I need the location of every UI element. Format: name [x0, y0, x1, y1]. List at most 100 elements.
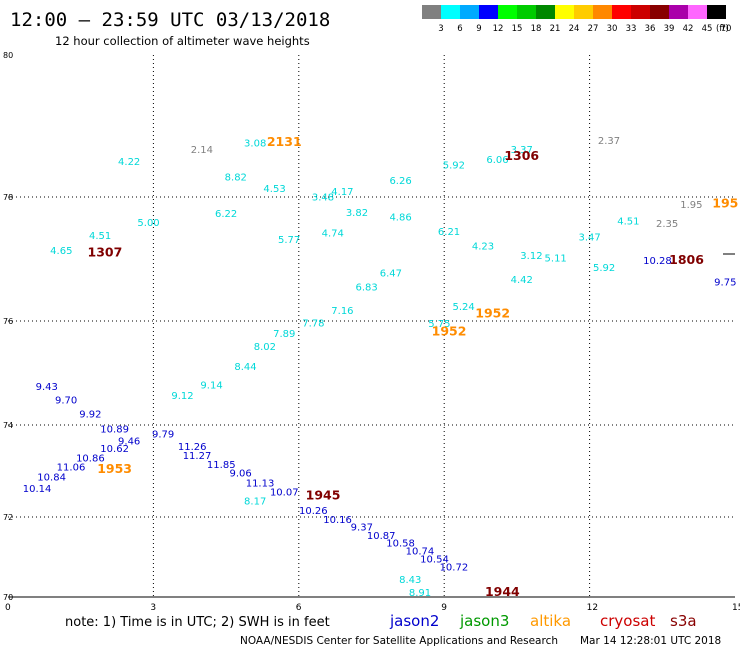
wave-height-label: 4.42: [511, 275, 533, 286]
wave-height-label: 5.11: [545, 253, 567, 264]
color-scale-unit: (ft): [716, 24, 729, 34]
wave-height-label: 2.37: [598, 136, 620, 147]
legend-item-altika: altika: [530, 612, 571, 630]
color-swatch: [460, 5, 479, 19]
wave-height-label: 5.24: [452, 302, 474, 313]
wave-height-label: 4.22: [118, 157, 140, 168]
wave-height-label: 11.85: [207, 460, 236, 471]
chart-title: 12:00 — 23:59 UTC 03/13/2018: [10, 9, 330, 31]
wave-height-label: 9.37: [351, 523, 373, 534]
wave-height-label: 4.51: [89, 231, 111, 242]
wave-height-label: 6.06: [486, 155, 508, 166]
color-swatch: [688, 5, 707, 19]
wave-height-label: 195: [712, 196, 738, 211]
color-scale-label: 42: [683, 24, 694, 34]
wave-height-label: 4.53: [263, 184, 285, 195]
y-tick-label: 76: [3, 317, 13, 326]
wave-height-label: 5.92: [593, 263, 615, 274]
color-scale-label: 45: [702, 24, 713, 34]
wave-height-label: 8.82: [225, 173, 247, 184]
wave-height-label: 10.74: [406, 547, 435, 558]
color-swatch: [479, 5, 498, 19]
footer-timestamp: Mar 14 12:28:01 UTC 2018: [580, 635, 721, 647]
wave-height-label: 8.02: [254, 342, 276, 353]
wave-height-label: 9.43: [36, 382, 58, 393]
color-scale-label: 27: [588, 24, 599, 34]
x-tick-label: 0: [5, 603, 11, 613]
color-scale-label: 3: [438, 24, 443, 34]
color-swatch: [650, 5, 669, 19]
y-tick-label: 74: [3, 421, 13, 430]
wave-height-label: 10.16: [323, 515, 352, 526]
color-swatch: [422, 5, 441, 19]
wave-height-label: 1307: [88, 245, 123, 260]
legend-item-cryosat: cryosat: [600, 612, 655, 630]
wave-height-points: 8.91 8.43 5.755.24 4.42 5.11 3.47 4.51 8.17 9.12…: [23, 134, 739, 599]
color-scale-label: 24: [569, 24, 580, 34]
wave-height-label: 6.22: [215, 209, 237, 220]
wave-height-label: 6.26: [389, 176, 411, 187]
satellite-legend: jason2 jason3 altika cryosat s3a: [389, 612, 697, 630]
wave-height-label: 4.51: [617, 216, 639, 227]
wave-height-label: 1952: [432, 324, 467, 339]
wave-height-label: 10.84: [37, 473, 66, 484]
color-swatch: [498, 5, 517, 19]
wave-height-label: 4.17: [331, 187, 353, 198]
color-swatch: [593, 5, 612, 19]
color-scale-label: 6: [457, 24, 462, 34]
chart-subtitle: 12 hour collection of altimeter wave hei…: [55, 34, 310, 48]
legend-item-s3a: s3a: [670, 612, 697, 630]
color-swatch: [669, 5, 688, 19]
wave-height-label: 3.08: [244, 139, 266, 150]
wave-height-label: 9.46: [118, 436, 140, 447]
color-scale-label: 9: [476, 24, 481, 34]
wave-height-label: 10.87: [367, 531, 396, 542]
wave-height-label: 1952: [475, 305, 510, 320]
wave-height-label: 10.62: [100, 444, 129, 455]
wave-height-label: 6.47: [380, 268, 402, 279]
wave-height-label: 10.89: [100, 424, 129, 435]
wave-height-label: 8.91: [409, 588, 431, 599]
wave-height-label: 3.82: [346, 208, 368, 219]
wave-height-label: 1306: [504, 148, 539, 163]
color-swatch: [707, 5, 726, 19]
x-tick-label: 3: [150, 603, 156, 613]
wave-height-label: 7.16: [331, 306, 353, 317]
x-tick-label: 9: [441, 603, 447, 613]
x-tick-label: 12: [587, 603, 598, 613]
color-scale-label: 21: [550, 24, 561, 34]
wave-height-label: 3.37: [511, 145, 533, 156]
wave-height-label: 5.75: [428, 319, 450, 330]
color-scale-label: 36: [645, 24, 656, 34]
color-scale-label: 18: [531, 24, 542, 34]
wave-height-label: 2.14: [191, 145, 213, 156]
x-tick-label: 6: [296, 603, 302, 613]
wave-height-label: 9.12: [171, 391, 193, 402]
legend-item-jason2: jason2: [389, 612, 439, 630]
wave-height-label: 5.92: [443, 161, 465, 172]
wave-height-label: 6.21: [438, 227, 460, 238]
wave-height-label: 10.28: [643, 256, 672, 267]
legend-item-jason3: jason3: [459, 612, 509, 630]
color-swatch: [574, 5, 593, 19]
color-scale-label: 70: [721, 24, 732, 34]
wave-height-label: 8.43: [399, 575, 421, 586]
wave-height-label: 11.26: [178, 442, 207, 453]
wave-height-label: 10.54: [420, 555, 449, 566]
wave-height-label: 4.74: [322, 229, 344, 240]
footer-note: note: 1) Time is in UTC; 2) SWH is in fe…: [65, 615, 330, 630]
color-swatch: [631, 5, 650, 19]
wave-height-label: 2131: [267, 134, 302, 149]
wave-height-label: 10.14: [23, 484, 52, 495]
color-swatch: [517, 5, 536, 19]
wave-height-label: 2.35: [656, 219, 678, 230]
color-scale-label: 15: [512, 24, 523, 34]
y-tick-label: 78: [3, 193, 13, 202]
color-scale-label: 30: [607, 24, 618, 34]
wave-height-label: 8.44: [234, 362, 256, 373]
axis-ticks: 0 3 6 9 12 15 80 78 76 74 72 70: [3, 51, 740, 613]
wave-height-label: 4.86: [389, 213, 411, 224]
plot-frame: [8, 55, 735, 598]
color-swatch: [441, 5, 460, 19]
